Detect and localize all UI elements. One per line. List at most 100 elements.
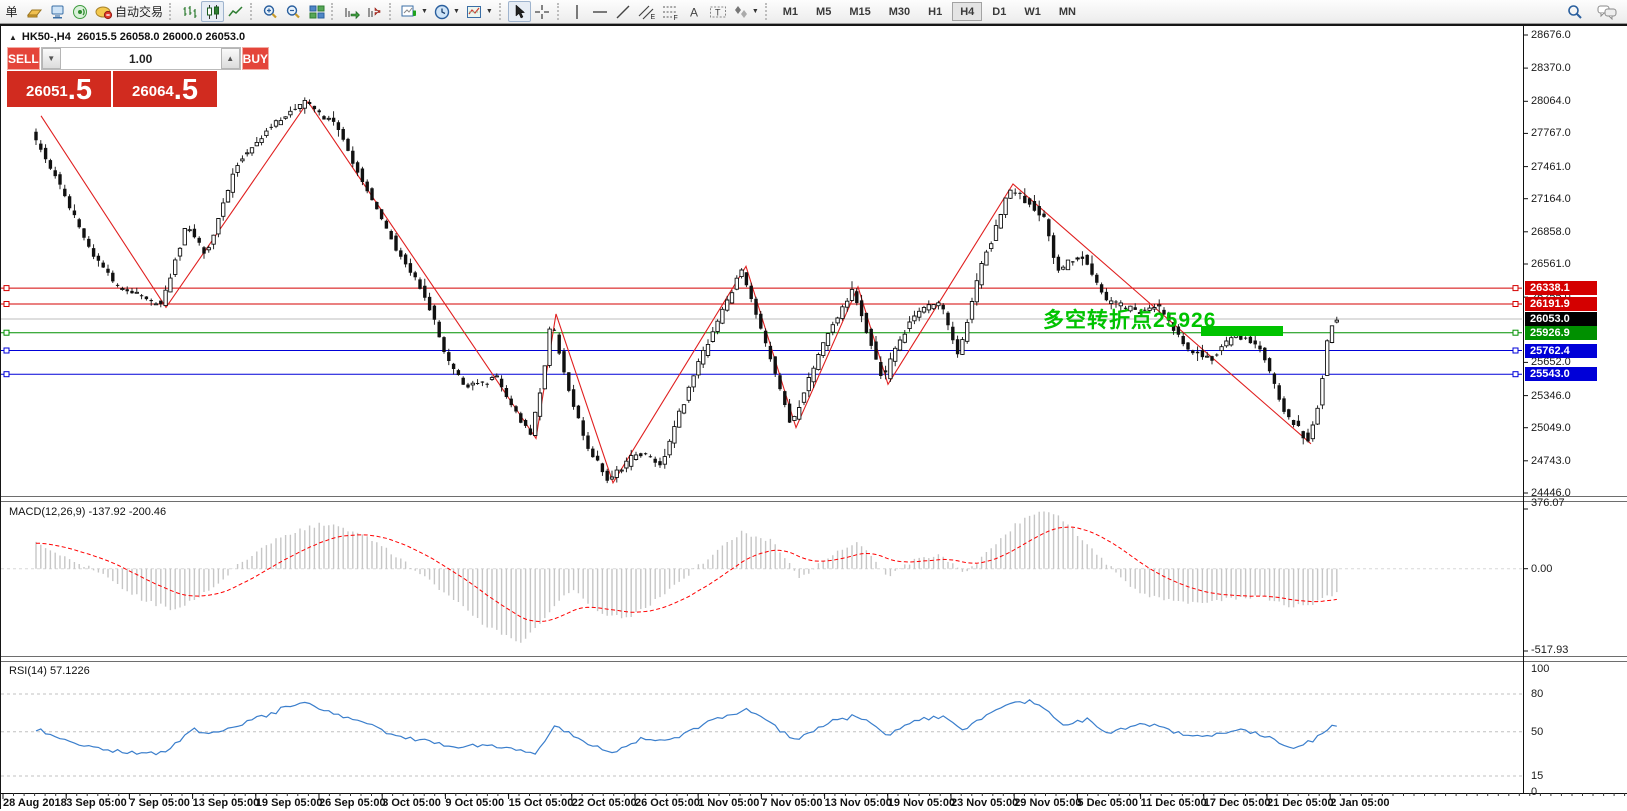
zoom-out-icon-glyph [286,4,300,18]
time-axis-label: 19 Nov 05:00 [887,797,956,809]
timeframe-h4[interactable]: H4 [952,2,983,21]
strategy-tester-icon-glyph [51,5,64,18]
text-label-tool[interactable]: T [706,1,730,22]
toolbar-handle[interactable] [169,3,175,20]
market-watch-icon-glyph [26,9,43,17]
timeframe-m1[interactable]: M1 [782,5,799,18]
arrows-shapes-icon [734,5,747,18]
time-axis-label: 3 Sep 05:00 [66,797,127,809]
time-axis-label: 23 Nov 05:00 [951,797,1019,809]
search-icon[interactable] [1567,4,1583,20]
periods-button[interactable]: ▼ [431,1,463,22]
chart-bars-icon[interactable] [178,1,201,22]
chart-candles-icon-glyph [206,4,219,19]
crosshair-tool[interactable] [531,1,554,22]
timeframe-d1[interactable]: D1 [992,5,1007,18]
new-chart-dropdown-arrow[interactable]: ▼ [421,8,428,15]
time-axis-label: 29 Nov 05:00 [1014,797,1082,809]
chart-line-icon-glyph [227,5,243,16]
auto-scroll-icon[interactable] [340,1,363,22]
price-axis-tick: 27164.0 [1531,192,1571,205]
arrows-dropdown-arrow[interactable]: ▼ [751,8,759,15]
template-icon [466,5,481,18]
price-axis-tick: 26561.0 [1531,258,1571,270]
time-axis-label: 3 Oct 05:00 [382,797,441,809]
chart-candles-icon[interactable] [201,1,225,22]
time-axis-label: 13 Sep 05:00 [192,797,260,809]
tile-windows-icon[interactable] [305,1,328,22]
timeframe-mn[interactable]: MN [1058,5,1076,18]
market-watch-icon[interactable] [23,1,46,22]
templates-dropdown-arrow[interactable]: ▼ [485,8,493,15]
chart-symbol: HK50-,H4 [21,31,71,43]
toolbar-handle[interactable] [764,3,771,20]
macd-axis-tick: -517.93 [1531,644,1569,656]
time-axis-label: 19 Sep 05:00 [255,797,323,809]
signals-icon[interactable] [69,1,92,22]
trendline-tool[interactable] [612,1,635,22]
fibonacci-icon: F [662,5,678,20]
text-a-icon: A [690,5,698,19]
vertical-line-tool[interactable] [566,1,589,22]
new-chart-icon [401,5,417,16]
periods-dropdown-arrow[interactable]: ▼ [452,8,460,15]
timeframe-w1[interactable]: W1 [1024,5,1041,18]
toolbar-handle[interactable] [331,3,337,20]
sell-button[interactable]: SELL [7,47,40,70]
timeframe-h1[interactable]: H1 [928,5,943,18]
svg-text:T: T [715,7,721,17]
toolbar-handle[interactable] [498,3,505,20]
toolbar-handle[interactable] [389,3,395,20]
horizontal-line-tool[interactable] [589,1,612,22]
price-level-label: 25762.4 [1525,343,1597,358]
one-click-trading-panel: SELL ▼ ▲ BUY 26051.5 26064.5 [7,47,270,107]
tile-windows-icon-glyph [309,5,325,18]
sell-price-main: 26051 [26,83,68,100]
toolbar-handle[interactable] [250,3,256,20]
rsi-axis-tick: 0 [1531,785,1538,798]
rsi-axis-tick: 80 [1531,688,1544,700]
price-axis-tick: 25049.0 [1531,421,1571,434]
templates-button[interactable]: ▼ [463,1,496,22]
cursor-icon [516,3,526,18]
chart-annotation-text[interactable]: 多空转折点25926 [1043,309,1217,332]
time-axis-label: 28 Aug 2018 [3,797,67,809]
price-axis-tick: 24446.0 [1531,487,1571,499]
new-order-button[interactable]: 单 [0,1,23,22]
time-axis-label: 9 Oct 05:00 [445,797,505,809]
new-chart-button[interactable]: ▼ [398,1,431,22]
volume-input[interactable] [60,48,221,69]
strategy-tester-icon[interactable] [46,1,69,22]
chart-canvas[interactable] [1,26,1627,811]
crosshair-icon [535,4,550,19]
buy-button[interactable]: BUY [241,47,270,70]
text-tool[interactable]: A [683,1,706,22]
chat-icon[interactable] [1597,4,1617,20]
zoom-in-icon[interactable] [259,1,282,22]
price-axis-tick: 28370.0 [1531,62,1571,75]
volume-down-button[interactable]: ▼ [41,48,61,69]
arrows-tool[interactable]: ▼ [730,1,762,22]
timeframe-m5[interactable]: M5 [816,5,832,18]
fibonacci-tool[interactable]: F [659,1,683,22]
chart-line-icon[interactable] [224,1,247,22]
autotrading-label: 自动交易 [115,5,164,19]
zoom-out-icon[interactable] [282,1,305,22]
panel-collapse-arrow[interactable]: ▲ [9,33,17,42]
chart-shift-icon[interactable] [363,1,386,22]
channel-tool[interactable]: E [635,1,659,22]
timeframe-m30[interactable]: M30 [888,5,911,18]
rsi-indicator-label: RSI(14) 57.1226 [9,665,90,677]
svg-text:F: F [673,15,677,20]
trendline-icon [616,5,630,18]
timeframe-m15[interactable]: M15 [849,5,871,18]
toolbar-handle[interactable] [556,3,563,20]
volume-up-button[interactable]: ▲ [220,48,240,69]
sell-price[interactable]: 26051.5 [7,71,111,107]
time-axis-label: 21 Dec 05:00 [1267,797,1334,809]
buy-price[interactable]: 26064.5 [113,71,217,107]
autotrading-button[interactable]: 自动交易 [92,1,166,22]
rsi-axis-tick: 50 [1531,725,1544,738]
chart-bars-icon-glyph [183,5,197,18]
cursor-tool[interactable] [507,1,531,22]
